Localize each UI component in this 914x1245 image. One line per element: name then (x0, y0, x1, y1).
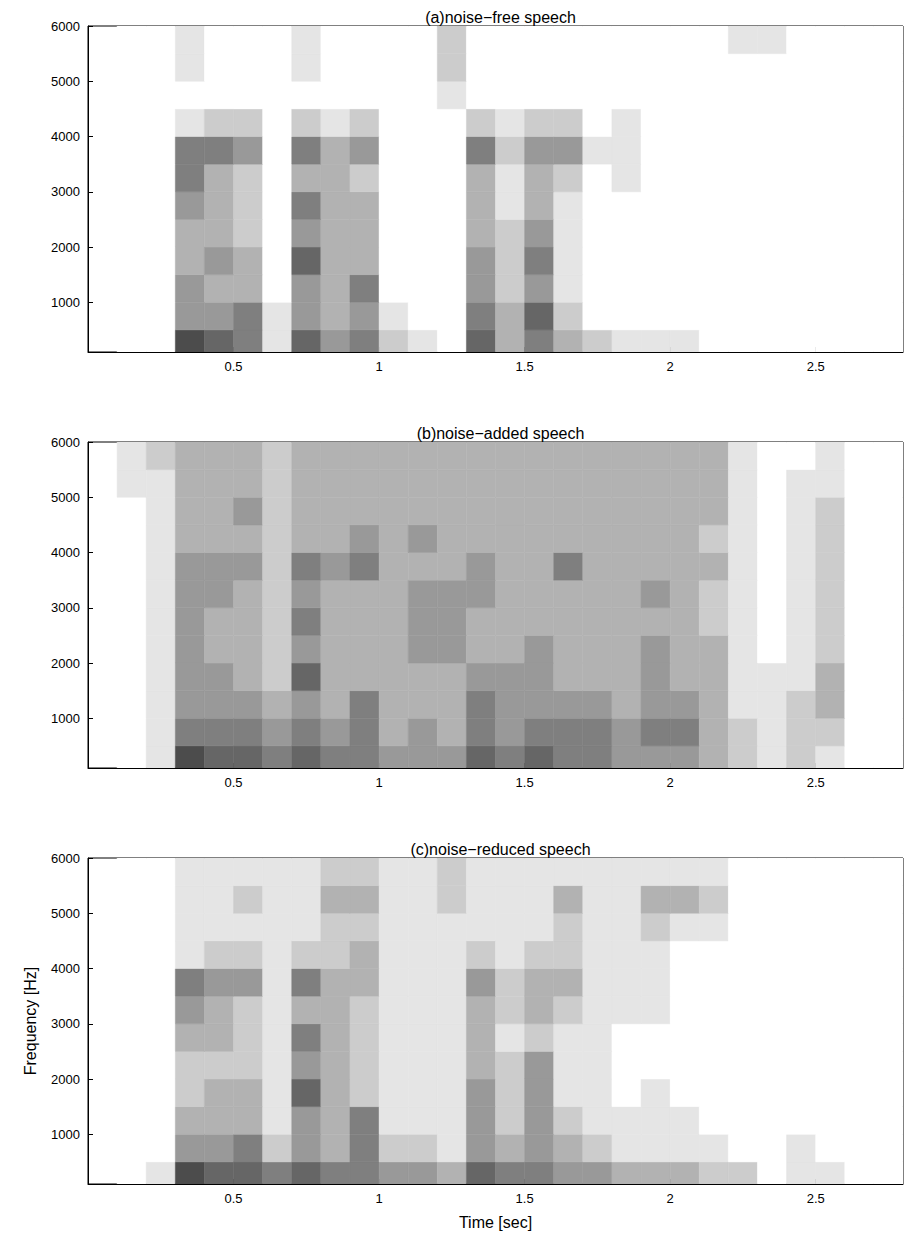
svg-text:1000: 1000 (51, 295, 80, 310)
svg-text:2: 2 (667, 359, 674, 374)
svg-text:6000: 6000 (51, 19, 80, 34)
svg-text:Frequency [Hz]: Frequency [Hz] (22, 967, 39, 1075)
svg-text:(a)noise−free speech: (a)noise−free speech (425, 9, 576, 26)
svg-text:0.5: 0.5 (224, 359, 242, 374)
svg-text:5000: 5000 (51, 906, 80, 921)
svg-text:3000: 3000 (51, 184, 80, 199)
svg-text:5000: 5000 (51, 490, 80, 505)
svg-text:0.5: 0.5 (224, 775, 242, 790)
svg-text:6000: 6000 (51, 435, 80, 450)
svg-text:2.5: 2.5 (807, 775, 825, 790)
svg-text:2: 2 (667, 1191, 674, 1206)
svg-text:5000: 5000 (51, 74, 80, 89)
svg-text:1.5: 1.5 (516, 359, 534, 374)
svg-text:3000: 3000 (51, 600, 80, 615)
svg-text:(b)noise−added speech: (b)noise−added speech (417, 425, 585, 442)
svg-text:4000: 4000 (51, 129, 80, 144)
svg-text:2.5: 2.5 (807, 1191, 825, 1206)
svg-text:2000: 2000 (51, 656, 80, 671)
svg-text:2.5: 2.5 (807, 359, 825, 374)
svg-text:1: 1 (375, 359, 382, 374)
svg-text:2000: 2000 (51, 240, 80, 255)
svg-text:2: 2 (667, 775, 674, 790)
svg-text:4000: 4000 (51, 545, 80, 560)
svg-text:1000: 1000 (51, 1127, 80, 1142)
svg-text:3000: 3000 (51, 1016, 80, 1031)
svg-text:2000: 2000 (51, 1072, 80, 1087)
svg-text:1.5: 1.5 (516, 775, 534, 790)
svg-text:4000: 4000 (51, 961, 80, 976)
svg-text:1: 1 (375, 775, 382, 790)
svg-text:Time [sec]: Time [sec] (459, 1214, 532, 1231)
svg-text:6000: 6000 (51, 851, 80, 866)
svg-text:1.5: 1.5 (516, 1191, 534, 1206)
svg-text:(c)noise−reduced speech: (c)noise−reduced speech (410, 841, 590, 858)
svg-text:1: 1 (375, 1191, 382, 1206)
svg-text:1000: 1000 (51, 711, 80, 726)
svg-text:0.5: 0.5 (224, 1191, 242, 1206)
